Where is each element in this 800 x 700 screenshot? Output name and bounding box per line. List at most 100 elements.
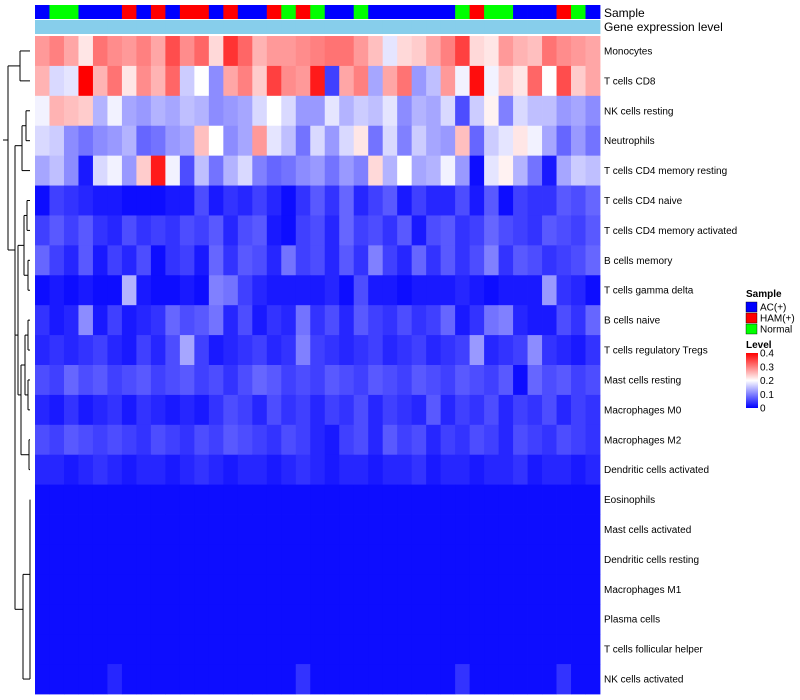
heatmap-cell <box>223 125 239 157</box>
row-label: T cells regulatory Tregs <box>604 346 708 357</box>
heatmap-cell <box>121 394 137 426</box>
heatmap-cell <box>324 275 340 306</box>
heatmap-cell <box>469 245 485 276</box>
legend-level-ticks: 0.4 0.3 0.2 0.1 0 <box>760 349 774 415</box>
gene-annotation-cell <box>281 20 297 34</box>
gene-annotation-cell <box>382 20 398 34</box>
heatmap-cell <box>35 215 50 246</box>
gene-annotation-cell <box>571 20 586 34</box>
heatmap-cell <box>165 454 181 486</box>
heatmap-cell <box>121 634 137 665</box>
heatmap-cell <box>281 215 297 246</box>
heatmap-cell <box>353 335 369 366</box>
heatmap-cell <box>194 634 210 665</box>
heatmap-cell <box>136 514 152 545</box>
heatmap-cell <box>368 305 384 336</box>
heatmap-cell <box>266 574 282 605</box>
gene-annotation-cell <box>150 20 166 34</box>
heatmap-cell <box>63 484 79 515</box>
heatmap-cell <box>237 155 253 186</box>
heatmap-cell <box>556 36 572 67</box>
heatmap-cell <box>542 155 557 186</box>
heatmap-cell <box>194 365 210 396</box>
heatmap-cell <box>339 604 355 635</box>
heatmap-cell <box>585 275 601 306</box>
heatmap-cell <box>121 245 137 276</box>
heatmap-cell <box>165 604 181 635</box>
heatmap-cell <box>339 245 355 276</box>
heatmap-cell <box>368 634 384 665</box>
heatmap-cell <box>136 125 152 157</box>
sample-annotation-cell <box>310 5 326 19</box>
heatmap-cell <box>78 544 94 575</box>
sample-annotation-cell <box>585 5 601 19</box>
heatmap-cell <box>92 365 108 396</box>
heatmap-cell <box>585 604 601 635</box>
heatmap-cell <box>107 514 123 545</box>
row-label: T cells CD4 memory activated <box>604 226 737 237</box>
heatmap-cell <box>527 185 543 216</box>
heatmap-cell <box>382 185 398 216</box>
heatmap-cell <box>397 335 413 366</box>
gene-annotation-cell <box>35 20 50 34</box>
heatmap-cell <box>295 664 311 695</box>
legend-item-label: AC(+) <box>760 303 786 314</box>
heatmap-cell <box>281 275 297 306</box>
heatmap-cell <box>324 65 340 97</box>
heatmap-cell <box>542 95 557 127</box>
heatmap-cell <box>397 215 413 246</box>
heatmap-cell <box>266 155 282 186</box>
heatmap-cell <box>266 335 282 366</box>
heatmap-cell <box>165 275 181 306</box>
heatmap-cell <box>208 424 224 456</box>
heatmap-cell <box>382 365 398 396</box>
sample-annotation-cell <box>107 5 123 19</box>
heatmap-cell <box>542 245 557 276</box>
heatmap-cell <box>107 65 123 97</box>
heatmap-cell <box>194 125 210 157</box>
heatmap-cell <box>368 155 384 186</box>
gene-annotation-cell <box>324 20 340 34</box>
heatmap-cell <box>107 305 123 336</box>
heatmap-cell <box>136 424 152 456</box>
heatmap-cell <box>513 634 528 665</box>
sample-annotation-cell <box>136 5 152 19</box>
heatmap-cell <box>498 65 514 97</box>
gene-annotation-cell <box>585 20 601 34</box>
heatmap-cell <box>179 574 195 605</box>
heatmap-cell <box>571 245 586 276</box>
heatmap-cell <box>49 65 65 97</box>
heatmap-cell <box>382 634 398 665</box>
heatmap-cell <box>63 604 79 635</box>
heatmap-cell <box>411 454 427 486</box>
heatmap-cell <box>339 305 355 336</box>
heatmap-cell <box>121 155 137 186</box>
heatmap-cell <box>571 544 586 575</box>
heatmap-cell <box>397 454 413 486</box>
heatmap-cell <box>469 424 485 456</box>
heatmap-cell <box>513 305 528 336</box>
heatmap-cell <box>571 305 586 336</box>
row-label: B cells memory <box>604 256 672 267</box>
legend-tick-label: 0 <box>760 404 766 415</box>
heatmap-cell <box>426 424 442 456</box>
heatmap-cell <box>63 245 79 276</box>
heatmap-cell <box>78 634 94 665</box>
heatmap-cell <box>310 245 326 276</box>
row-label: T cells CD4 memory resting <box>604 166 727 177</box>
heatmap-cell <box>35 424 50 456</box>
heatmap-cell <box>498 335 514 366</box>
heatmap-cell <box>368 95 384 127</box>
heatmap-cell <box>150 95 166 127</box>
heatmap-cell <box>237 215 253 246</box>
heatmap-cell <box>455 634 471 665</box>
sample-annotation-cell <box>455 5 471 19</box>
heatmap-cell <box>542 275 557 306</box>
heatmap-cell <box>484 215 499 246</box>
heatmap-cell <box>527 424 543 456</box>
heatmap-cell <box>324 394 340 426</box>
row-label: Mast cells activated <box>604 525 691 536</box>
heatmap-cell <box>194 305 210 336</box>
heatmap-cell <box>63 155 79 186</box>
heatmap-cell <box>295 245 311 276</box>
